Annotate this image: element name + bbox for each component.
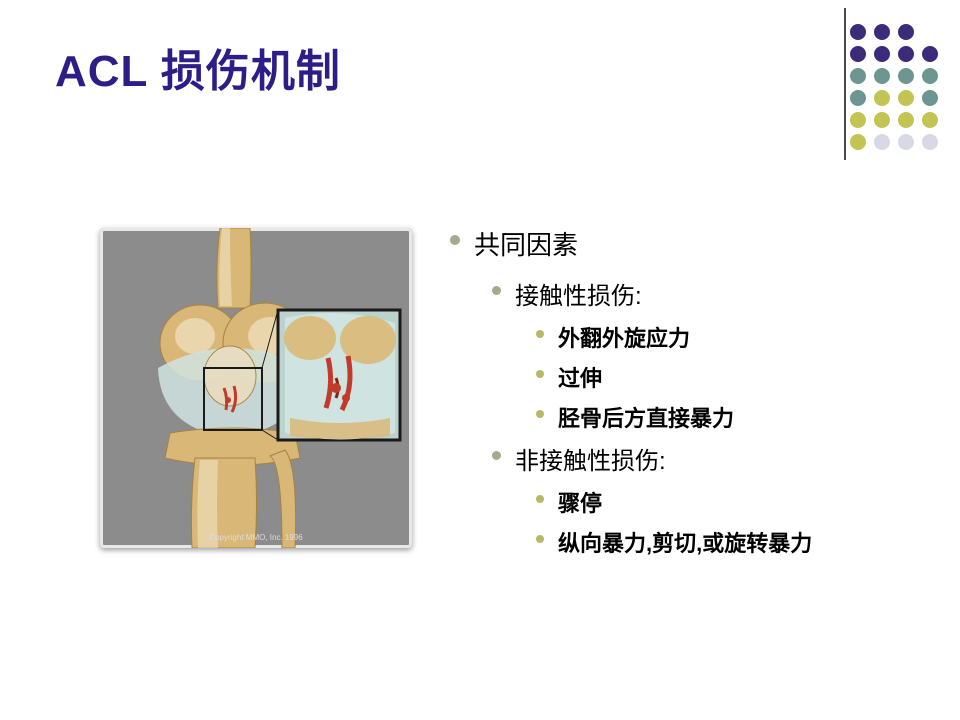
- bullet-icon: [536, 330, 544, 338]
- bullet-icon: [536, 410, 544, 418]
- bullet-icon: [536, 370, 544, 378]
- bullet-text: 纵向暴力,剪切,或旋转暴力: [558, 526, 812, 558]
- slide-title: ACL 损伤机制: [55, 35, 341, 99]
- bullet-content: 共同因素 接触性损伤: 外翻外旋应力 过伸 胫骨后方直接暴力 非接触性损伤: 骤…: [450, 225, 930, 566]
- bullet-icon: [536, 535, 544, 543]
- bullet-text: 共同因素: [474, 225, 578, 262]
- bullet-lvl1: 共同因素: [450, 225, 930, 262]
- decorative-dot-grid: [848, 22, 940, 152]
- bullet-text: 外翻外旋应力: [558, 321, 690, 353]
- bullet-icon: [536, 495, 544, 503]
- bullet-text: 骤停: [558, 486, 602, 518]
- bullet-text: 接触性损伤:: [515, 276, 642, 311]
- bullet-text: 过伸: [558, 361, 602, 393]
- bullet-icon: [492, 451, 501, 460]
- bullet-text: 非接触性损伤:: [515, 441, 666, 476]
- knee-anatomy-svg: [100, 228, 412, 548]
- bullet-lvl3: 纵向暴力,剪切,或旋转暴力: [536, 526, 930, 558]
- bullet-lvl2: 接触性损伤:: [492, 276, 930, 311]
- figure-caption: Copyright MMO, Inc. 1996: [100, 533, 412, 542]
- bullet-lvl3: 胫骨后方直接暴力: [536, 401, 930, 433]
- bullet-text: 胫骨后方直接暴力: [558, 401, 734, 433]
- bullet-lvl3: 骤停: [536, 486, 930, 518]
- bullet-lvl3: 外翻外旋应力: [536, 321, 930, 353]
- bullet-lvl2: 非接触性损伤:: [492, 441, 930, 476]
- bullet-icon: [450, 235, 460, 245]
- bullet-lvl3: 过伸: [536, 361, 930, 393]
- bullet-icon: [492, 286, 501, 295]
- decorative-vertical-line: [844, 8, 846, 160]
- knee-anatomy-figure: Copyright MMO, Inc. 1996: [100, 228, 412, 548]
